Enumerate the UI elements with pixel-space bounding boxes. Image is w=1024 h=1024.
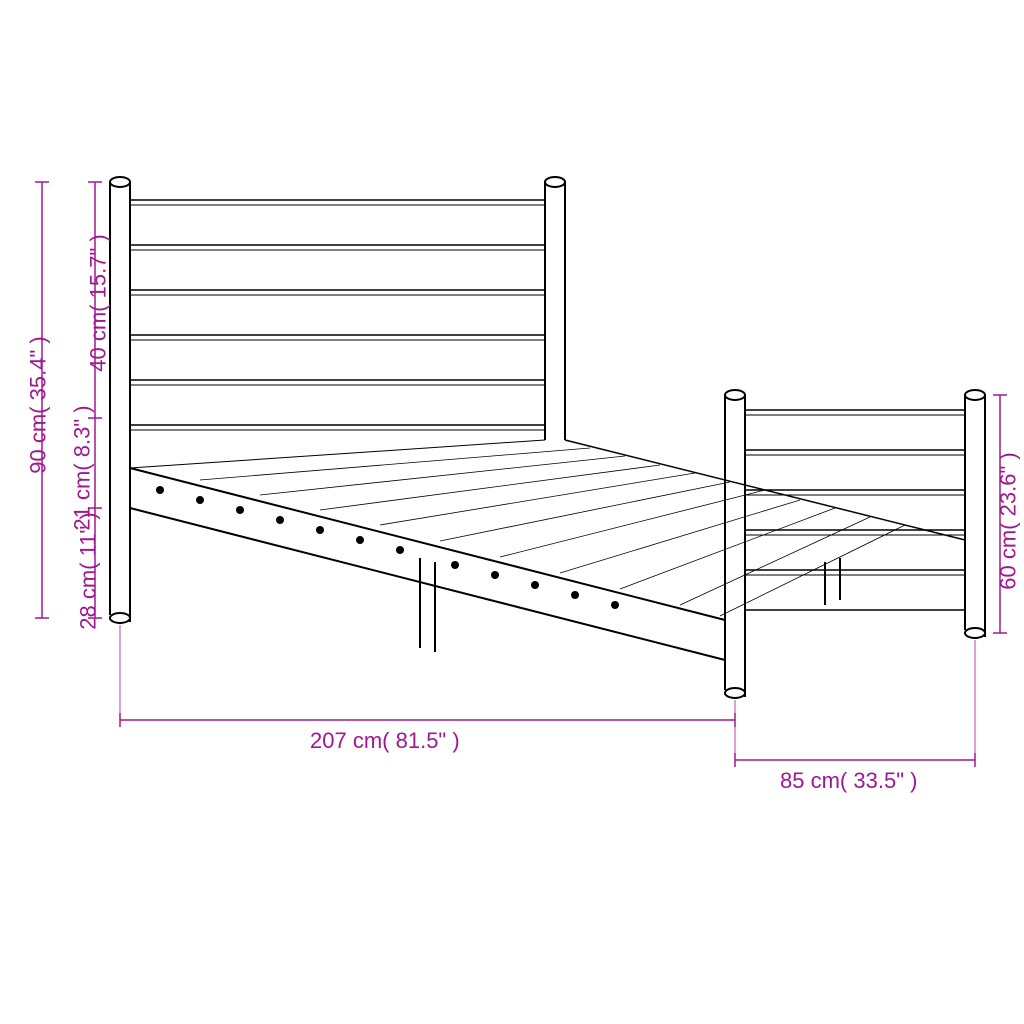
dim-90cm: 90 cm( 35.4" ): [26, 336, 52, 473]
dim-207cm: 207 cm( 81.5" ): [310, 728, 460, 754]
bed-frame-diagram: 40 cm( 15.7" ) 21 cm( 8.3" ) 28 cm( 11" …: [0, 0, 1024, 1024]
dim-85cm: 85 cm( 33.5" ): [780, 768, 917, 794]
dim-28cm: 28 cm( 11" ): [76, 512, 102, 629]
dim-60cm: 60 cm( 23.6" ): [996, 452, 1022, 589]
bed-frame-svg: [0, 0, 1024, 1024]
dim-40cm: 40 cm( 15.7" ): [86, 234, 112, 371]
